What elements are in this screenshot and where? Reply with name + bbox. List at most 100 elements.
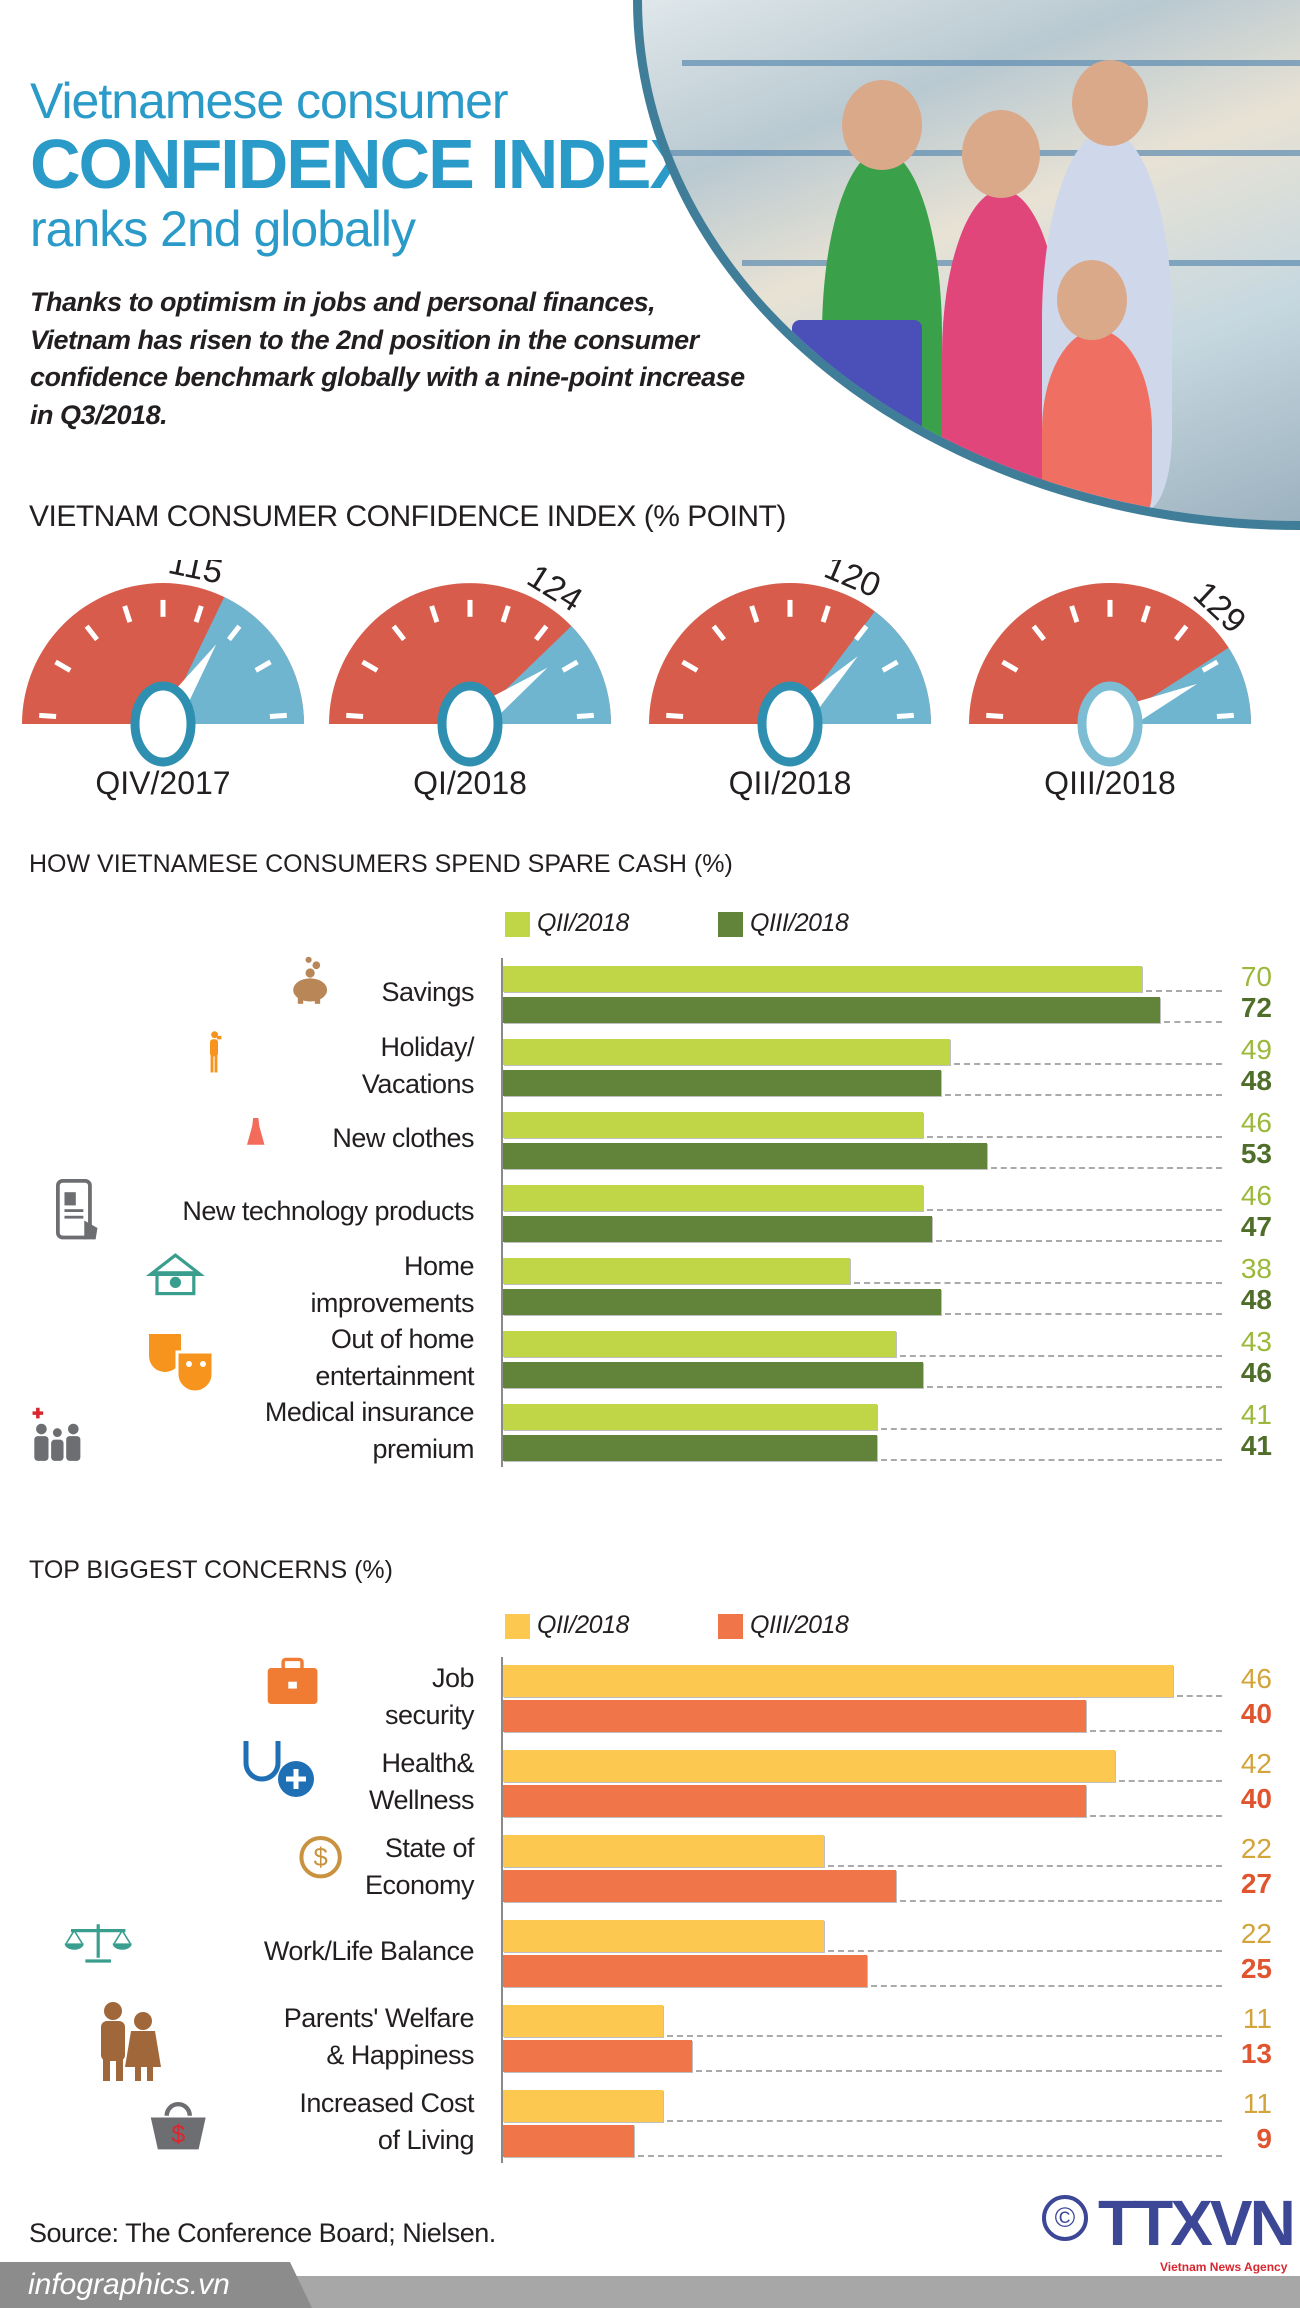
bar-qii xyxy=(503,1750,1115,1782)
footer-tab xyxy=(0,2262,312,2308)
gauge-tick xyxy=(39,712,57,720)
bar-qii xyxy=(503,1112,923,1138)
category-label: Home improvements xyxy=(310,1250,474,1318)
gauge-fill xyxy=(163,597,304,724)
leader-line xyxy=(881,1459,1222,1461)
leader-line xyxy=(1146,990,1222,992)
category-label: Parents' Welfare & Happiness xyxy=(283,2002,475,2070)
gauge-tick xyxy=(576,712,594,720)
data-label: 72 xyxy=(1240,992,1272,1023)
bar-qiii xyxy=(503,997,1161,1023)
gauge-hub xyxy=(757,681,823,767)
gauge-hub xyxy=(130,681,196,767)
bar-qii xyxy=(503,1404,878,1430)
leader-line xyxy=(1177,1695,1222,1697)
gauge-hub xyxy=(437,681,503,767)
traveler-icon xyxy=(210,1031,222,1073)
bar-qiii xyxy=(503,1870,897,1902)
site-link[interactable]: infographics.vn xyxy=(28,2268,230,2301)
title-line-3: ranks 2nd globally xyxy=(30,201,416,257)
leader-line xyxy=(900,1900,1222,1902)
gauge-tick xyxy=(254,659,272,673)
leader-line xyxy=(638,2155,1222,2157)
legend-swatch xyxy=(505,1614,530,1639)
gauge-tick xyxy=(1069,605,1080,623)
copyright-icon: © xyxy=(1042,2195,1088,2241)
category-label: Job security xyxy=(384,1662,475,1730)
data-label: 27 xyxy=(1240,1868,1272,1899)
data-label: 48 xyxy=(1240,1065,1272,1096)
bar-qii xyxy=(503,966,1143,992)
data-label: 40 xyxy=(1240,1698,1272,1729)
data-label: 25 xyxy=(1240,1953,1272,1984)
gauge-tick xyxy=(54,659,72,673)
bar-qiii xyxy=(503,2125,635,2157)
gauge-period-label: QIV/2017 xyxy=(95,765,230,801)
child-orange-shirt xyxy=(1042,330,1152,521)
gauge-tick xyxy=(681,659,699,673)
leader-line xyxy=(899,1355,1222,1357)
source-note: Source: The Conference Board; Nielsen. xyxy=(29,2218,496,2248)
data-label: 53 xyxy=(1240,1138,1272,1169)
data-label: 48 xyxy=(1240,1284,1272,1315)
svg-text:$: $ xyxy=(313,1844,327,1872)
gauge-tick xyxy=(500,605,511,623)
bar-qii xyxy=(503,1039,951,1065)
leader-line xyxy=(667,2035,1222,2037)
balance-scale-icon xyxy=(64,1924,132,1963)
bar-qiii xyxy=(503,1289,942,1315)
gauge-tick xyxy=(84,624,99,642)
person-head xyxy=(1072,60,1148,146)
data-label: 22 xyxy=(1240,1833,1272,1864)
leader-line xyxy=(667,2120,1222,2122)
bar-qii xyxy=(503,1920,824,1952)
gauge-tick xyxy=(1174,624,1189,642)
data-label: 41 xyxy=(1240,1399,1272,1430)
person-head xyxy=(962,110,1040,198)
bar-qiii xyxy=(503,1143,987,1169)
shopping-basket-icon: $ xyxy=(150,2102,206,2150)
title-line-2: CONFIDENCE INDEX xyxy=(30,125,696,203)
gauge-tick xyxy=(896,712,914,720)
data-label: 22 xyxy=(1240,1918,1272,1949)
data-label: 70 xyxy=(1240,961,1272,992)
gauge-tick xyxy=(361,659,379,673)
category-label: Holiday/ Vacations xyxy=(361,1031,475,1099)
gauge-tick xyxy=(269,712,287,720)
data-label: 49 xyxy=(1240,1034,1272,1065)
leader-line xyxy=(1164,1021,1222,1023)
gauge-hub xyxy=(1077,681,1143,767)
bar-qiii xyxy=(503,1216,933,1242)
gauge-tick xyxy=(1201,659,1219,673)
leader-line xyxy=(1118,1780,1222,1782)
family-medical-icon xyxy=(32,1407,81,1461)
title-line-1: Vietnamese consumer xyxy=(30,73,509,129)
leader-line xyxy=(696,2070,1222,2072)
gauge-row: 115QIV/2017124QI/2018120QII/2018129QIII/… xyxy=(22,560,1253,801)
leader-line xyxy=(926,1209,1222,1211)
bar-qii xyxy=(503,1331,896,1357)
bar-qii xyxy=(503,1835,824,1867)
category-label: Savings xyxy=(381,977,474,1007)
data-label: 46 xyxy=(1240,1663,1272,1694)
gauge-tick xyxy=(986,712,1004,720)
legend-label: QII/2018 xyxy=(537,1611,629,1639)
briefcase-icon xyxy=(267,1657,318,1704)
leader-line xyxy=(881,1428,1222,1430)
gauge-tick xyxy=(749,605,760,623)
data-label: 43 xyxy=(1240,1326,1272,1357)
bar-qii xyxy=(503,2005,664,2037)
gauge-tick xyxy=(820,605,831,623)
ttxvn-logo: TTXVN xyxy=(1098,2187,1296,2259)
shelf xyxy=(682,60,1300,66)
leader-line xyxy=(1089,1730,1222,1732)
bar-qiii xyxy=(503,1785,1086,1817)
chart-axis xyxy=(501,1657,503,2163)
data-label: 41 xyxy=(1240,1430,1272,1461)
data-label: 13 xyxy=(1240,2038,1272,2069)
legend-swatch xyxy=(505,912,530,937)
dress-icon xyxy=(247,1118,265,1145)
person-head xyxy=(1057,260,1127,340)
chart-axis xyxy=(501,958,503,1467)
